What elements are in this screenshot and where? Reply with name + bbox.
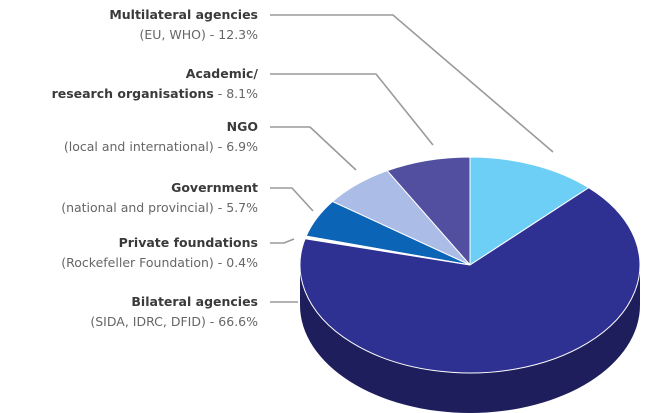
category-name: Academic/ research organisations [51,66,258,101]
leader-line [270,126,357,171]
slice-label: NGO (local and international) - 6.9% [64,117,258,157]
slice-label: Academic/ research organisations - 8.1% [52,64,258,104]
value-label: (SIDA, IDRC, DFID) - 66.6% [90,314,258,329]
leader-line [270,187,314,212]
value-label: (EU, WHO) - 12.3% [139,27,258,42]
slice-side [300,265,640,413]
category-name: Government [171,180,258,195]
value-label: (Rockefeller Foundation) - 0.4% [61,255,258,270]
slice [299,187,641,374]
leader-line [270,238,295,244]
slice-label: Private foundations (Rockefeller Foundati… [61,233,258,273]
value-label: - 8.1% [217,86,258,101]
slice [469,156,590,266]
slice-label: Multilateral agencies (EU, WHO) - 12.3% [109,5,258,45]
value-label: (national and provincial) - 5.7% [61,200,258,215]
value-label: (local and international) - 6.9% [63,139,258,154]
category-name: Bilateral agencies [131,294,258,309]
category-name: Private foundations [118,235,258,250]
leader-line [270,14,554,153]
slice-label: Government (national and provincial) - 5.… [61,178,258,218]
category-name: Multilateral agencies [109,7,258,22]
leader-line [270,73,434,146]
category-name: NGO [226,119,258,134]
slice-label: Bilateral agencies (SIDA, IDRC, DFID) - 6… [90,292,258,332]
